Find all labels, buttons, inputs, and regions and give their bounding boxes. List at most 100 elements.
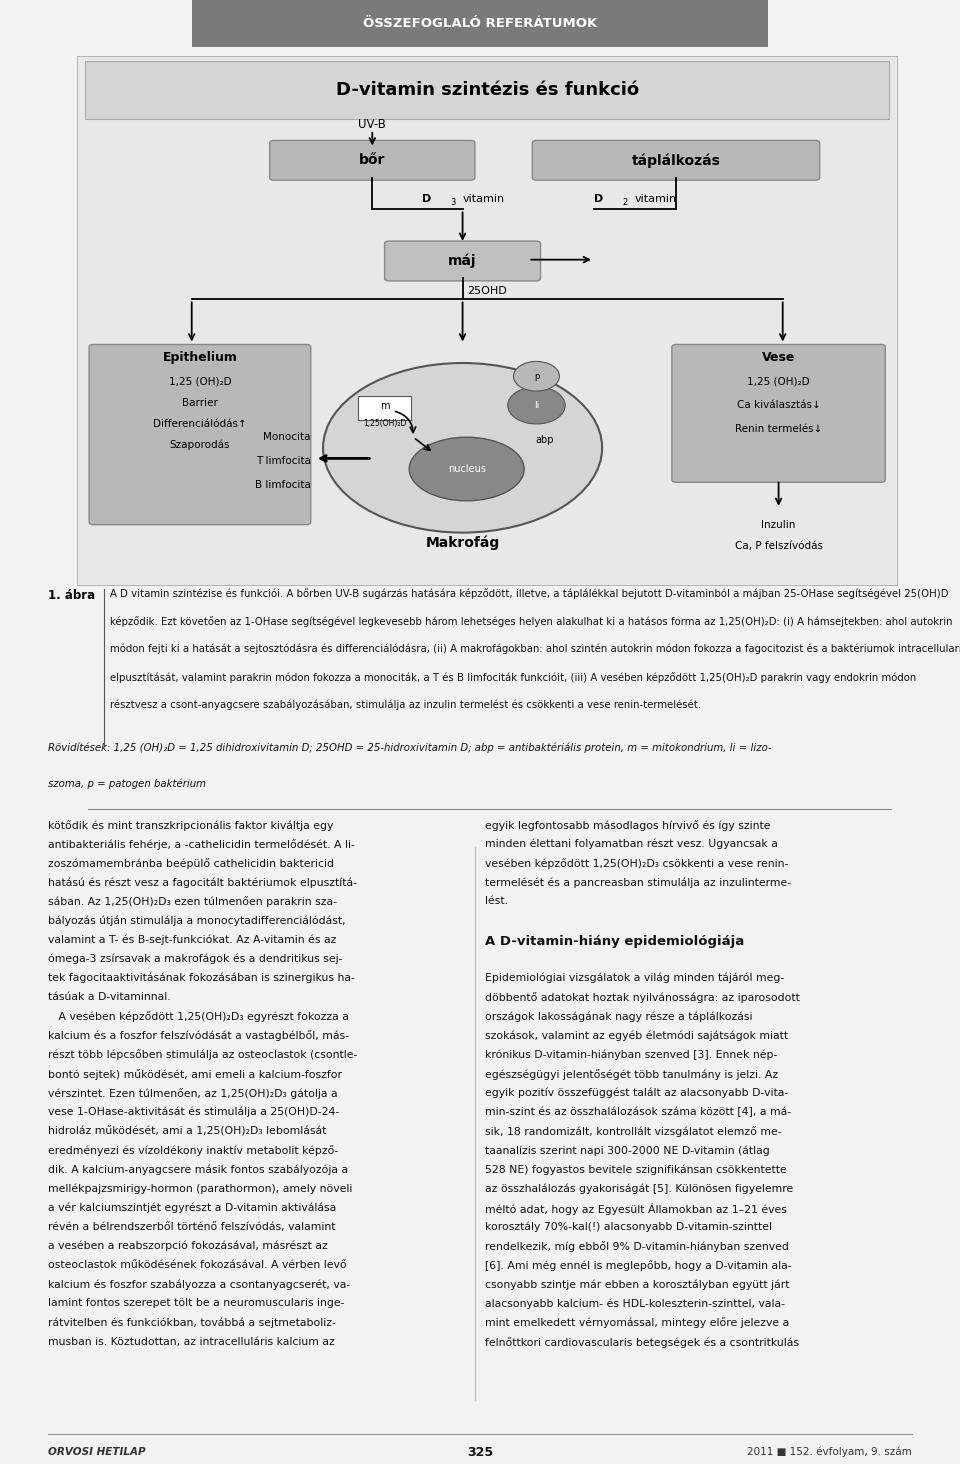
Text: máj: máj <box>448 253 477 268</box>
Text: B limfocita: B limfocita <box>254 480 311 490</box>
Text: A vesében képződött 1,25(OH)₂D₃ egyrészt fokozza a: A vesében képződött 1,25(OH)₂D₃ egyrészt… <box>48 1012 348 1022</box>
Text: UV-B: UV-B <box>358 119 386 130</box>
FancyBboxPatch shape <box>358 397 411 420</box>
Text: módon fejti ki a hatását a sejtosztódásra és differenciálódásra, (ii) A makrofág: módon fejti ki a hatását a sejtosztódásr… <box>109 644 960 654</box>
FancyBboxPatch shape <box>533 141 820 180</box>
Text: egyik pozitív összefüggést talált az alacsonyabb D-vita-: egyik pozitív összefüggést talált az ala… <box>485 1088 788 1098</box>
Text: 1,25 (OH)₂D: 1,25 (OH)₂D <box>747 376 810 386</box>
Text: m: m <box>380 401 390 411</box>
Text: Differenciálódás↑: Differenciálódás↑ <box>153 419 247 429</box>
Text: vitamin: vitamin <box>635 193 677 203</box>
Text: méltó adat, hogy az Egyesült Államokban az 1–21 éves: méltó adat, hogy az Egyesült Államokban … <box>485 1202 786 1215</box>
Text: alacsonyabb kalcium- és HDL-koleszterin-szinttel, vala-: alacsonyabb kalcium- és HDL-koleszterin-… <box>485 1299 784 1309</box>
Text: Makrofág: Makrofág <box>425 536 500 550</box>
Text: bontó sejtek) működését, ami emeli a kalcium-foszfor: bontó sejtek) működését, ami emeli a kal… <box>48 1069 342 1079</box>
Text: abp: abp <box>536 435 554 445</box>
Text: Epidemiológiai vizsgálatok a világ minden tájáról meg-: Epidemiológiai vizsgálatok a világ minde… <box>485 974 784 984</box>
Text: 1,25(OH)₂D: 1,25(OH)₂D <box>363 420 406 429</box>
Text: musban is. Köztudottan, az intracelluláris kalcium az: musban is. Köztudottan, az intracellulár… <box>48 1337 335 1347</box>
Text: kalcium és a foszfor felszívódását a vastagbélből, más-: kalcium és a foszfor felszívódását a vas… <box>48 1031 349 1041</box>
Text: szokások, valamint az egyéb életmódi sajátságok miatt: szokások, valamint az egyéb életmódi saj… <box>485 1031 788 1041</box>
Text: 2011 ■ 152. évfolyam, 9. szám: 2011 ■ 152. évfolyam, 9. szám <box>747 1446 912 1458</box>
Text: a vesében a reabszorpció fokozásával, másrészt az: a vesében a reabszorpció fokozásával, má… <box>48 1241 327 1252</box>
Text: táplálkozás: táplálkozás <box>632 154 720 167</box>
Text: A D vitamin szintézise és funkciói. A bőrben UV-B sugárzás hatására képződött, i: A D vitamin szintézise és funkciói. A bő… <box>109 589 948 599</box>
Text: bőr: bőr <box>359 154 386 167</box>
Text: Barrier: Barrier <box>182 398 218 408</box>
Text: ORVOSI HETILAP: ORVOSI HETILAP <box>48 1448 146 1457</box>
Text: osteoclastok működésének fokozásával. A vérben levő: osteoclastok működésének fokozásával. A … <box>48 1261 347 1269</box>
Text: csonyabb szintje már ebben a korosztályban együtt járt: csonyabb szintje már ebben a korosztályb… <box>485 1280 789 1290</box>
Text: li: li <box>534 401 540 410</box>
Text: Rövidítések: 1,25 (OH)₂D = 1,25 dihidroxivitamin D; 25OHD = 25-hidroxivitamin D;: Rövidítések: 1,25 (OH)₂D = 1,25 dihidrox… <box>48 742 772 752</box>
Text: országok lakosságának nagy része a táplálkozási: országok lakosságának nagy része a táplá… <box>485 1012 753 1022</box>
FancyBboxPatch shape <box>672 344 885 482</box>
Text: vese 1-OHase-aktivitását és stimulálja a 25(OH)D-24-: vese 1-OHase-aktivitását és stimulálja a… <box>48 1107 339 1117</box>
Text: p: p <box>534 372 540 381</box>
Text: valamint a T- és B-sejt-funkciókat. Az A-vitamin és az: valamint a T- és B-sejt-funkciókat. Az A… <box>48 934 336 946</box>
Text: tek fagocitaaktivitásának fokozásában is szinergikus ha-: tek fagocitaaktivitásának fokozásában is… <box>48 974 355 984</box>
Ellipse shape <box>323 363 602 533</box>
Text: termelését és a pancreasban stimulálja az inzulinterme-: termelését és a pancreasban stimulálja a… <box>485 877 791 887</box>
Text: A D-vitamin-hiány epidemiológiája: A D-vitamin-hiány epidemiológiája <box>485 934 744 947</box>
Text: kötődik és mint transzkripcionális faktor kiváltja egy: kötődik és mint transzkripcionális fakto… <box>48 820 333 830</box>
Text: szoma, p = patogen baktérium: szoma, p = patogen baktérium <box>48 779 206 789</box>
Text: eredményezi és vízoldékony inaktív metabolit képző-: eredményezi és vízoldékony inaktív metab… <box>48 1145 338 1157</box>
Text: részt több lépcsőben stimulálja az osteoclastok (csontle-: részt több lépcsőben stimulálja az osteo… <box>48 1050 357 1060</box>
Text: sik, 18 randomizált, kontrollált vizsgálatot elemző me-: sik, 18 randomizált, kontrollált vizsgál… <box>485 1126 781 1138</box>
Text: lamint fontos szerepet tölt be a neuromuscularis inge-: lamint fontos szerepet tölt be a neuromu… <box>48 1299 345 1309</box>
Text: D-vitamin szintézis és funkció: D-vitamin szintézis és funkció <box>336 81 638 100</box>
Text: 1. ábra: 1. ábra <box>48 589 95 602</box>
FancyBboxPatch shape <box>77 56 898 586</box>
Text: kalcium és foszfor szabályozza a csontanyagcserét, va-: kalcium és foszfor szabályozza a csontan… <box>48 1280 350 1290</box>
Ellipse shape <box>409 438 524 501</box>
Text: 528 NE) fogyastos bevitele szignifikánsan csökkentette: 528 NE) fogyastos bevitele szignifikánsa… <box>485 1164 786 1174</box>
Text: lést.: lést. <box>485 896 508 906</box>
Text: vérszintet. Ezen túlmenően, az 1,25(OH)₂D₃ gátolja a: vérszintet. Ezen túlmenően, az 1,25(OH)₂… <box>48 1088 338 1099</box>
Text: Inzulin: Inzulin <box>761 520 796 530</box>
Text: rendelkezik, míg ebből 9% D-vitamin-hiányban szenved: rendelkezik, míg ebből 9% D-vitamin-hián… <box>485 1241 789 1252</box>
Text: a vér kalciumszintjét egyrészt a D-vitamin aktiválása: a vér kalciumszintjét egyrészt a D-vitam… <box>48 1202 336 1214</box>
Text: ómega-3 zsírsavak a makrofágok és a dendritikus sej-: ómega-3 zsírsavak a makrofágok és a dend… <box>48 955 343 965</box>
Text: Vese: Vese <box>762 351 795 365</box>
Text: hidroláz működését, ami a 1,25(OH)₂D₃ lebomlását: hidroláz működését, ami a 1,25(OH)₂D₃ le… <box>48 1126 326 1136</box>
Circle shape <box>508 386 565 425</box>
Text: taanalízis szerint napi 300-2000 NE D-vitamin (átlag: taanalízis szerint napi 300-2000 NE D-vi… <box>485 1145 770 1155</box>
Text: minden élettani folyamatban részt vesz. Ugyancsak a: minden élettani folyamatban részt vesz. … <box>485 839 778 849</box>
Text: egészségügyi jelentőségét több tanulmány is jelzi. Az: egészségügyi jelentőségét több tanulmány… <box>485 1069 778 1079</box>
Text: dik. A kalcium-anyagcsere másik fontos szabályozója a: dik. A kalcium-anyagcsere másik fontos s… <box>48 1164 348 1174</box>
Text: 2: 2 <box>623 199 628 208</box>
FancyBboxPatch shape <box>85 61 889 119</box>
Text: sában. Az 1,25(OH)₂D₃ ezen túlmenően parakrin sza-: sában. Az 1,25(OH)₂D₃ ezen túlmenően par… <box>48 896 337 908</box>
Text: Szaporodás: Szaporodás <box>170 439 230 451</box>
Text: döbbentő adatokat hoztak nyilvánosságra: az iparosodott: döbbentő adatokat hoztak nyilvánosságra:… <box>485 993 800 1003</box>
Text: D: D <box>594 193 603 203</box>
Text: bályozás útján stimulálja a monocytadifferenciálódást,: bályozás útján stimulálja a monocytadiff… <box>48 915 346 927</box>
Text: zoszómamembránba beépülő cathelicidin baktericid: zoszómamembránba beépülő cathelicidin ba… <box>48 858 334 870</box>
Text: egyik legfontosabb másodlagos hírvivő és így szinte: egyik legfontosabb másodlagos hírvivő és… <box>485 820 770 830</box>
Text: révén a bélrendszerből történő felszívódás, valamint: révén a bélrendszerből történő felszívód… <box>48 1222 335 1231</box>
Text: krónikus D-vitamin-hiányban szenved [3]. Ennek nép-: krónikus D-vitamin-hiányban szenved [3].… <box>485 1050 778 1060</box>
Text: felnőttkori cardiovascularis betegségek és a csontritkulás: felnőttkori cardiovascularis betegségek … <box>485 1337 799 1347</box>
Text: 3: 3 <box>450 199 456 208</box>
FancyBboxPatch shape <box>192 0 768 47</box>
Text: 25OHD: 25OHD <box>468 287 507 297</box>
FancyBboxPatch shape <box>89 344 311 524</box>
Text: antibakteriális fehérje, a ­cathelicidin termelődését. A li-: antibakteriális fehérje, a ­cathelicidin… <box>48 839 355 851</box>
Text: tásúak a D-vitaminnal.: tásúak a D-vitaminnal. <box>48 993 171 1001</box>
Text: mellékpajzsmirigy-hormon (parathormon), amely növeli: mellékpajzsmirigy-hormon (parathormon), … <box>48 1183 352 1195</box>
Text: vesében képződött 1,25(OH)₂D₃ csökkenti a vese renin-: vesében képződött 1,25(OH)₂D₃ csökkenti … <box>485 858 788 870</box>
Text: hatású és részt vesz a fagocitált baktériumok elpusztítá-: hatású és részt vesz a fagocitált baktér… <box>48 877 357 887</box>
Text: Ca, P felszívódás: Ca, P felszívódás <box>734 540 823 550</box>
Text: ÖSSZEFOGLALÓ REFERÁTUMOK: ÖSSZEFOGLALÓ REFERÁTUMOK <box>363 18 597 29</box>
Text: Epithelium: Epithelium <box>162 351 237 365</box>
Text: elpusztítását, valamint parakrin módon fokozza a monociták, a T és B limfociták : elpusztítását, valamint parakrin módon f… <box>109 672 916 682</box>
Text: D: D <box>421 193 431 203</box>
Text: nucleus: nucleus <box>447 464 486 474</box>
Text: vitamin: vitamin <box>463 193 505 203</box>
Text: T limfocita: T limfocita <box>255 457 311 466</box>
Text: min-szint és az összhalálozások száma között [4], a má-: min-szint és az összhalálozások száma kö… <box>485 1107 791 1117</box>
Text: az összhalálozás gyakoriságát [5]. Különösen figyelemre: az összhalálozás gyakoriságát [5]. Külön… <box>485 1183 793 1195</box>
Text: 325: 325 <box>467 1446 493 1458</box>
Text: [6]. Ami még ennél is meglepőbb, hogy a D-vitamin ala-: [6]. Ami még ennél is meglepőbb, hogy a … <box>485 1261 791 1271</box>
